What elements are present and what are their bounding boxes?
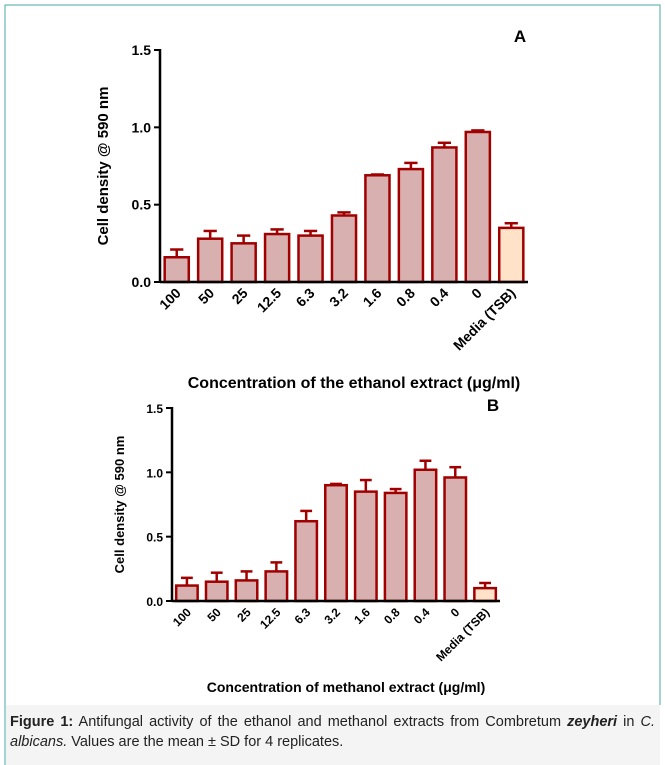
x-tick-label: 100 (170, 605, 194, 629)
bar (294, 519, 319, 603)
bar (473, 586, 498, 603)
y-tick-label: 1.0 (132, 119, 152, 135)
x-tick-label: 6.3 (293, 285, 318, 310)
x-tick-label: Media (TSB) (450, 285, 519, 354)
y-tick-label: 0.0 (146, 595, 163, 609)
bar (397, 167, 425, 284)
y-tick-label: 1.5 (146, 402, 163, 416)
x-tick-label: 50 (205, 605, 225, 625)
frame (4, 4, 661, 765)
bar (464, 130, 492, 284)
caption-label: Figure 1: (10, 714, 74, 730)
x-tick-label: 6.3 (292, 605, 314, 627)
bar (353, 490, 378, 603)
x-tick-label: 0.4 (411, 605, 433, 627)
caption-text: C. albicans. (10, 714, 655, 750)
x-tick-label: 12.5 (257, 605, 284, 632)
y-tick-label: 1.0 (146, 466, 163, 480)
caption-text: Antifungal activity of the ethanol and m… (73, 714, 568, 730)
bar (364, 174, 391, 284)
x-tick-label: 1.6 (351, 605, 373, 627)
bar (230, 242, 257, 284)
panel-label: A (514, 27, 526, 46)
y-tick-label: 0.5 (146, 531, 163, 545)
bar (324, 483, 348, 603)
x-tick-label: Media (TSB) (433, 605, 492, 664)
x-tick-label: 0.8 (381, 605, 403, 627)
x-tick-label: 25 (234, 605, 254, 625)
bar (297, 234, 324, 284)
panel-label: B (487, 396, 499, 415)
x-tick-label: 50 (195, 285, 217, 307)
x-tick-label: 0 (448, 605, 463, 620)
bar (163, 256, 191, 284)
caption-text: zeyheri (567, 714, 618, 730)
bar (174, 584, 199, 603)
x-tick-label: 3.2 (326, 285, 351, 310)
caption-text: in (617, 714, 641, 730)
bar (204, 580, 229, 603)
x-tick-label: 100 (156, 285, 184, 313)
bar (234, 579, 259, 603)
y-tick-label: 0.0 (132, 274, 152, 290)
x-tick-label: 3.2 (321, 605, 343, 627)
y-tick-label: 0.5 (132, 197, 152, 213)
bar (497, 226, 525, 284)
x-tick-label: 0.4 (426, 285, 451, 310)
x-axis-label: Concentration of methanol extract (μg/ml… (207, 679, 485, 695)
x-axis-label: Concentration of the ethanol extract (μg… (188, 375, 520, 392)
x-tick-label: 12.5 (254, 285, 285, 316)
x-tick-label: 1.6 (359, 285, 384, 310)
y-tick-label: 1.5 (132, 42, 152, 58)
y-axis-label: Cell density @ 590 nm (95, 87, 112, 246)
bar (264, 570, 289, 603)
bar (330, 214, 358, 284)
x-tick-label: 0.8 (393, 285, 418, 310)
bar (443, 476, 468, 603)
bar (196, 237, 224, 284)
caption-bg (6, 705, 660, 765)
bar (413, 468, 438, 603)
y-axis-label: Cell density @ 590 nm (112, 436, 127, 574)
bar (263, 232, 291, 284)
caption-text: Values are the mean ± SD for 4 replicate… (67, 734, 344, 750)
x-tick-label: 0 (468, 285, 485, 302)
bar (383, 491, 408, 603)
caption: Figure 1: Antifungal activity of the eth… (10, 712, 655, 752)
x-tick-label: 25 (228, 285, 250, 307)
bar (431, 146, 458, 284)
